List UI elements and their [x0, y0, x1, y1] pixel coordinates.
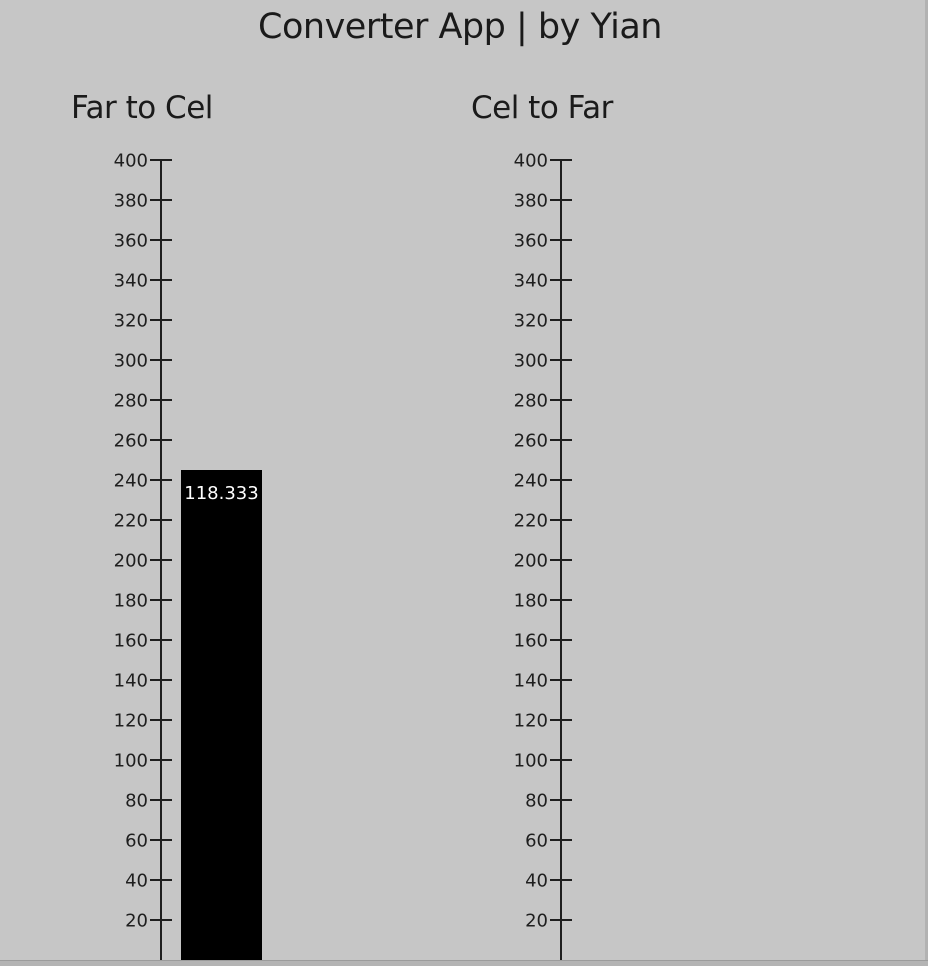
- bar-data-label: 118.333: [184, 483, 258, 504]
- y-tick-label: 400: [514, 151, 548, 172]
- y-tick-label: 60: [125, 831, 148, 852]
- y-tick-label: 60: [525, 831, 548, 852]
- y-tick-label: 160: [514, 631, 548, 652]
- y-tick-label: 280: [114, 391, 148, 412]
- y-tick-label: 240: [514, 471, 548, 492]
- y-tick-label: 300: [114, 351, 148, 372]
- y-tick-label: 20: [125, 911, 148, 932]
- y-tick-label: 220: [514, 511, 548, 532]
- y-tick-label: 380: [114, 191, 148, 212]
- y-tick-label: 400: [114, 151, 148, 172]
- y-tick-label: 140: [514, 671, 548, 692]
- y-tick-label: 340: [514, 271, 548, 292]
- y-tick-label: 40: [525, 871, 548, 892]
- y-tick-label: 120: [114, 711, 148, 732]
- panel-title-cel-to-far: Cel to Far: [471, 90, 613, 126]
- y-tick-label: 180: [114, 591, 148, 612]
- y-tick-label: 140: [114, 671, 148, 692]
- y-tick-label: 80: [125, 791, 148, 812]
- y-tick-label: 220: [114, 511, 148, 532]
- y-tick-label: 180: [514, 591, 548, 612]
- y-tick-label: 340: [114, 271, 148, 292]
- y-tick-label: 320: [114, 311, 148, 332]
- window-bottom-edge: [0, 960, 928, 966]
- y-tick-label: 120: [514, 711, 548, 732]
- y-tick-label: 360: [514, 231, 548, 252]
- y-tick-label: 200: [514, 551, 548, 572]
- y-tick-label: 320: [514, 311, 548, 332]
- y-tick-label: 260: [114, 431, 148, 452]
- y-tick-label: 100: [114, 751, 148, 772]
- y-tick-label: 100: [514, 751, 548, 772]
- bar: [181, 470, 262, 960]
- y-tick-label: 20: [525, 911, 548, 932]
- y-tick-label: 300: [514, 351, 548, 372]
- y-tick-label: 240: [114, 471, 148, 492]
- window-right-edge: [925, 0, 928, 966]
- y-tick-label: 80: [525, 791, 548, 812]
- y-tick-label: 200: [114, 551, 148, 572]
- app-title: Converter App | by Yian: [258, 7, 662, 47]
- panel-title-far-to-cel: Far to Cel: [71, 90, 213, 126]
- y-tick-label: 260: [514, 431, 548, 452]
- y-tick-label: 40: [125, 871, 148, 892]
- far-to-cel-chart: 20 40 60 80 100 120 140 160 180 200 220 240 260 280 30…: [114, 151, 262, 962]
- y-tick-label: 160: [114, 631, 148, 652]
- y-tick-label: 380: [514, 191, 548, 212]
- cel-to-far-chart: 20 40 60 80 100 120 140 160 180 200 220 240 260 280 30…: [514, 151, 572, 962]
- y-tick-label: 360: [114, 231, 148, 252]
- y-tick-label: 280: [514, 391, 548, 412]
